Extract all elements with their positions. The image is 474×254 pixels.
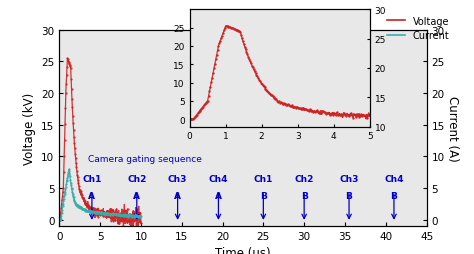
- Y-axis label: Current (A): Current (A): [446, 96, 459, 161]
- Text: Ch4: Ch4: [384, 174, 404, 183]
- Text: Ch2: Ch2: [294, 174, 314, 183]
- Text: Ch4: Ch4: [209, 174, 228, 183]
- Text: Ch3: Ch3: [168, 174, 187, 183]
- Text: B: B: [346, 191, 353, 200]
- Text: Ch1: Ch1: [82, 174, 101, 183]
- Legend: Voltage, Current: Voltage, Current: [383, 13, 454, 45]
- Text: A: A: [133, 191, 140, 200]
- Y-axis label: Voltage (kV): Voltage (kV): [23, 92, 36, 164]
- X-axis label: Time (μs): Time (μs): [215, 246, 271, 254]
- Text: A: A: [174, 191, 181, 200]
- Text: Camera gating sequence: Camera gating sequence: [88, 155, 202, 164]
- Text: B: B: [391, 191, 397, 200]
- Text: A: A: [89, 191, 95, 200]
- Text: Ch1: Ch1: [254, 174, 273, 183]
- Text: Ch2: Ch2: [127, 174, 146, 183]
- Text: Ch3: Ch3: [339, 174, 359, 183]
- Text: A: A: [215, 191, 222, 200]
- Text: B: B: [260, 191, 267, 200]
- Text: B: B: [301, 191, 308, 200]
